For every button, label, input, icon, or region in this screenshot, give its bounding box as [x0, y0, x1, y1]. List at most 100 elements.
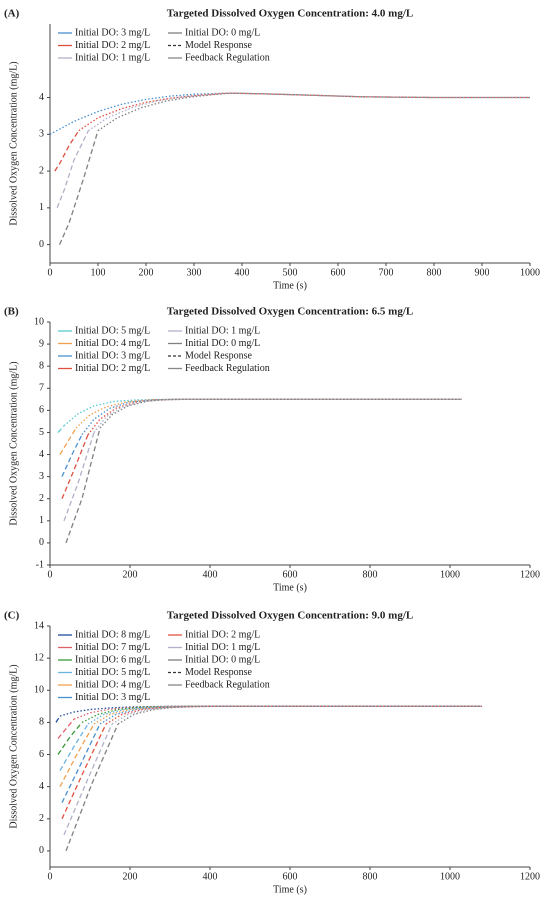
legend-label: Feedback Regulation	[185, 363, 270, 374]
data-line	[65, 427, 101, 544]
data-line	[59, 723, 95, 788]
chart-title: Targeted Dissolved Oxygen Concentration:…	[167, 8, 413, 20]
legend-label: Initial DO: 2 mg/L	[185, 629, 260, 640]
data-line	[61, 723, 101, 803]
y-tick-label: 1	[39, 202, 44, 213]
x-tick-label: 0	[48, 871, 53, 882]
data-line	[75, 398, 462, 429]
legend-label: Initial DO: 5 mg/L	[75, 325, 150, 336]
x-tick-label: 600	[283, 871, 298, 882]
x-tick-label: 800	[363, 871, 378, 882]
data-line	[97, 92, 530, 132]
x-tick-label: 0	[48, 267, 53, 278]
data-line	[78, 92, 530, 132]
legend-label: Model Response	[185, 667, 253, 678]
legend-label: Initial DO: 3 mg/L	[75, 350, 150, 361]
x-tick-label: 900	[475, 267, 490, 278]
x-tick-label: 1200	[520, 871, 540, 882]
x-tick-label: 600	[283, 569, 298, 580]
panel-label: (B)	[4, 306, 19, 318]
legend-label: Feedback Regulation	[185, 679, 270, 690]
legend-label: Initial DO: 4 mg/L	[75, 338, 150, 349]
legend-label: Initial DO: 7 mg/L	[75, 642, 150, 653]
data-line	[54, 130, 80, 172]
data-line	[81, 705, 482, 723]
data-line	[57, 425, 65, 433]
y-tick-label: 4	[39, 781, 44, 792]
legend-label: Initial DO: 1 mg/L	[185, 325, 260, 336]
x-tick-label: 200	[139, 267, 154, 278]
legend-label: Initial DO: 1 mg/L	[75, 52, 150, 63]
legend-label: Initial DO: 0 mg/L	[185, 338, 260, 349]
data-line	[65, 723, 119, 852]
x-tick-label: 800	[427, 267, 442, 278]
legend-label: Initial DO: 0 mg/L	[185, 654, 260, 665]
legend-label: Initial DO: 3 mg/L	[75, 27, 150, 38]
x-tick-label: 800	[363, 569, 378, 580]
y-tick-label: 6	[39, 749, 44, 760]
data-line	[56, 130, 89, 209]
y-tick-label: 2	[39, 813, 44, 824]
data-line	[57, 721, 83, 755]
legend-label: Initial DO: 3 mg/L	[75, 692, 150, 703]
y-tick-label: 14	[34, 620, 44, 631]
data-line	[59, 723, 89, 771]
data-line	[59, 130, 99, 245]
x-tick-label: 1000	[520, 267, 540, 278]
x-tick-label: 1200	[520, 569, 540, 580]
data-line	[49, 92, 530, 135]
y-tick-label: 10	[34, 316, 44, 327]
y-axis-label: Dissolved Oxygen Concentration (mg/L)	[8, 664, 19, 828]
data-line	[87, 398, 462, 436]
panel-label: (A)	[4, 8, 20, 20]
legend-label: Initial DO: 2 mg/L	[75, 40, 150, 51]
y-tick-label: 3	[39, 471, 44, 482]
legend-label: Initial DO: 0 mg/L	[185, 27, 260, 38]
x-tick-label: 700	[379, 267, 394, 278]
data-line	[117, 705, 482, 725]
x-tick-label: 400	[203, 871, 218, 882]
x-tick-label: 600	[331, 267, 346, 278]
data-line	[93, 398, 462, 433]
x-tick-label: 300	[187, 267, 202, 278]
panel-label: (C)	[4, 610, 20, 622]
y-tick-label: -1	[36, 559, 44, 570]
panel: (C) Targeted Dissolved Oxygen Concentrati…	[4, 610, 540, 896]
panel: (B) Targeted Dissolved Oxygen Concentrati…	[4, 306, 540, 594]
y-axis-label: Dissolved Oxygen Concentration (mg/L)	[8, 61, 19, 225]
data-line	[61, 723, 107, 820]
x-tick-label: 400	[203, 569, 218, 580]
x-tick-label: 1000	[440, 569, 460, 580]
legend-label: Model Response	[185, 350, 253, 361]
data-line	[61, 434, 83, 477]
data-line	[63, 398, 462, 427]
x-axis-label: Time (s)	[273, 884, 307, 895]
data-line	[111, 705, 482, 725]
y-tick-label: 2	[39, 165, 44, 176]
legend-label: Initial DO: 2 mg/L	[75, 363, 150, 374]
y-tick-label: 0	[39, 239, 44, 250]
x-axis-label: Time (s)	[273, 582, 307, 593]
y-tick-label: 9	[39, 338, 44, 349]
data-line	[57, 718, 75, 739]
legend-label: Initial DO: 8 mg/L	[75, 629, 150, 640]
legend-label: Initial DO: 5 mg/L	[75, 667, 150, 678]
x-tick-label: 500	[283, 267, 298, 278]
panel: (A) Targeted Dissolved Oxygen Concentrati…	[4, 8, 540, 292]
chart-title: Targeted Dissolved Oxygen Concentration:…	[167, 306, 413, 318]
data-line	[59, 427, 77, 455]
y-tick-label: 7	[39, 383, 44, 394]
chart-title: Targeted Dissolved Oxygen Concentration:…	[167, 610, 413, 622]
y-tick-label: 4	[39, 449, 44, 460]
x-tick-label: 1000	[440, 871, 460, 882]
x-axis-label: Time (s)	[273, 280, 307, 291]
x-tick-label: 100	[91, 267, 106, 278]
data-line	[61, 434, 89, 499]
legend-label: Feedback Regulation	[185, 52, 270, 63]
x-tick-label: 0	[48, 569, 53, 580]
y-tick-label: 3	[39, 129, 44, 140]
y-tick-label: 0	[39, 537, 44, 548]
data-line	[63, 723, 113, 836]
x-tick-label: 200	[123, 569, 138, 580]
